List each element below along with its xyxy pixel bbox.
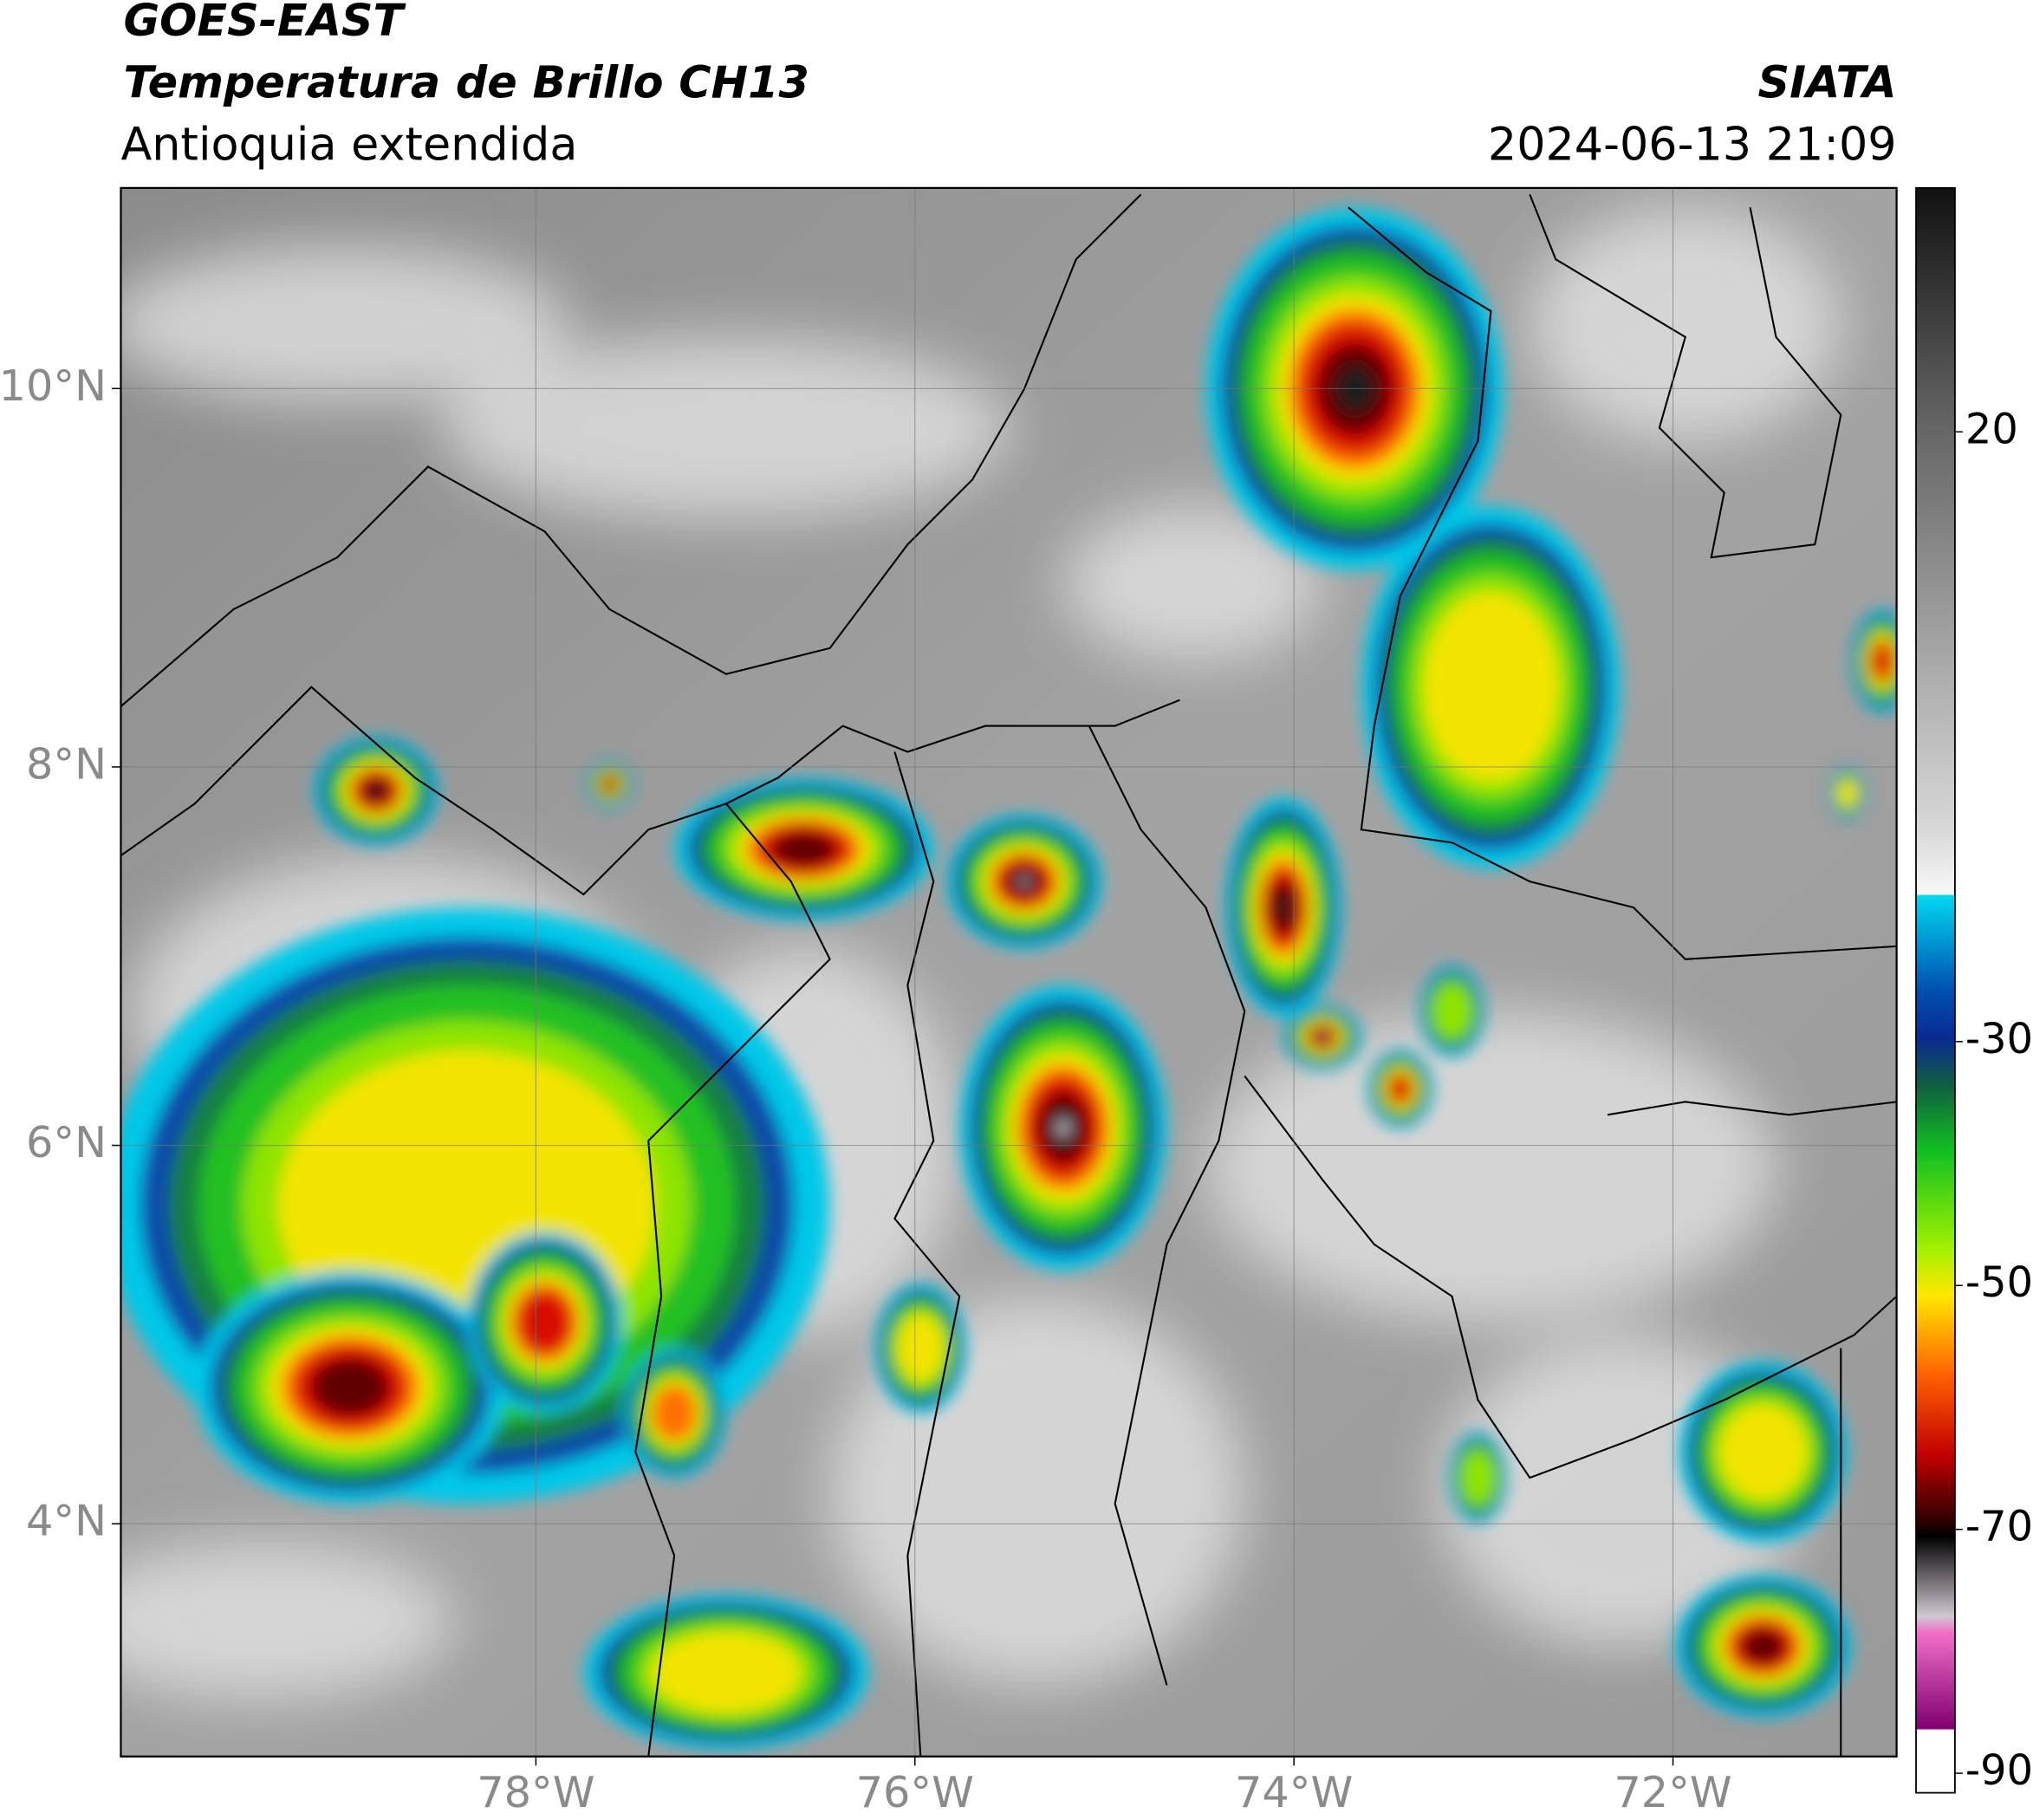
storm-cell bbox=[603, 778, 616, 790]
storm-cell bbox=[1388, 1075, 1413, 1103]
cloud bbox=[1205, 1011, 1776, 1323]
datetime: 2024-06-13 21:09 bbox=[1488, 119, 1897, 172]
map-frame bbox=[120, 186, 1898, 1758]
y-tick-label: 8°N bbox=[26, 738, 107, 789]
storm-cell bbox=[1871, 642, 1894, 680]
storm-cell bbox=[1320, 1035, 1325, 1039]
subtitle: Temperatura de Brillo CH13 bbox=[123, 57, 809, 108]
storm-cell bbox=[771, 831, 837, 868]
storm-cell bbox=[1056, 1119, 1070, 1137]
storm-cell bbox=[1741, 1628, 1785, 1665]
y-tick-label: 10°N bbox=[0, 361, 107, 411]
storm-cell bbox=[1432, 983, 1472, 1040]
storm-cell bbox=[1460, 1449, 1496, 1506]
colorbar bbox=[1915, 186, 1956, 1794]
cloud bbox=[120, 1542, 454, 1699]
storm-cell bbox=[367, 783, 385, 798]
cloud bbox=[120, 246, 571, 402]
storm-cell bbox=[1423, 592, 1559, 782]
colorbar-tick-label: 20 bbox=[1965, 406, 2018, 453]
x-tick-label: 72°W bbox=[1614, 1767, 1731, 1817]
x-tick-label: 74°W bbox=[1235, 1767, 1353, 1817]
cloud bbox=[440, 336, 1012, 519]
colorbar-tick-label: -70 bbox=[1965, 1504, 2033, 1551]
storm-cell bbox=[1837, 779, 1857, 807]
storm-cell bbox=[651, 1384, 698, 1442]
source: SIATA bbox=[1757, 57, 1896, 108]
x-tick-label: 76°W bbox=[856, 1767, 974, 1817]
satellite-image bbox=[120, 187, 1897, 1757]
colorbar-tick-label: -30 bbox=[1965, 1016, 2033, 1063]
cloud bbox=[1530, 207, 1841, 441]
borders bbox=[120, 193, 1897, 1757]
title: GOES-EAST bbox=[123, 0, 406, 46]
storm-cell bbox=[897, 1314, 945, 1382]
colorbar-tick-label: -50 bbox=[1965, 1259, 2033, 1307]
region: Antioquia extendida bbox=[120, 119, 577, 172]
storm-cell bbox=[1276, 893, 1291, 922]
storm-cell bbox=[1718, 1404, 1808, 1499]
storm-cell bbox=[516, 1289, 573, 1355]
colorbar-tick-label: -90 bbox=[1965, 1747, 2033, 1795]
storm-cell bbox=[652, 1631, 801, 1713]
storm-cell bbox=[311, 1357, 390, 1417]
y-tick-label: 4°N bbox=[26, 1496, 107, 1546]
cloud bbox=[1062, 505, 1322, 661]
storm-cell bbox=[1019, 877, 1029, 886]
x-tick-label: 78°W bbox=[477, 1767, 594, 1817]
y-tick-label: 6°N bbox=[26, 1117, 107, 1167]
